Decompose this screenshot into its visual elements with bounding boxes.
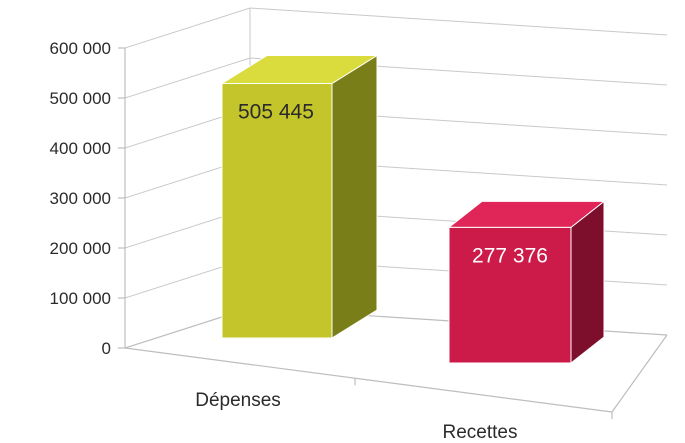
bar-front-face	[448, 226, 572, 364]
y-tick-label: 500 000	[50, 89, 111, 108]
bar-depenses	[220, 54, 379, 339]
y-tick-label: 200 000	[50, 239, 111, 258]
data-labels: 505 445 277 376	[238, 100, 548, 267]
category-label: Recettes	[443, 422, 518, 443]
bar-front-face	[221, 82, 333, 339]
gridline	[124, 157, 668, 199]
y-tick-label: 300 000	[50, 189, 111, 208]
bar-side-face	[331, 54, 378, 339]
floor-right-edge	[611, 334, 668, 413]
data-label: 277 376	[472, 244, 548, 267]
y-tick-label: 0	[102, 339, 111, 358]
y-tick-label: 100 000	[50, 289, 111, 308]
category-label: Dépenses	[195, 390, 281, 411]
bar-side-face	[570, 200, 605, 365]
data-label: 505 445	[238, 100, 314, 123]
gridline	[124, 57, 668, 99]
x-axis-line	[124, 347, 613, 413]
y-tick-labels: 0 100 000 200 000 300 000 400 000 500 000 600 …	[50, 39, 111, 358]
bars	[220, 54, 606, 365]
gridline	[124, 107, 668, 149]
bar-recettes	[447, 200, 606, 365]
gridline	[124, 7, 668, 49]
y-tick-label: 400 000	[50, 139, 111, 158]
y-tick-label: 600 000	[50, 39, 111, 58]
category-labels: Dépenses Recettes	[195, 390, 517, 443]
